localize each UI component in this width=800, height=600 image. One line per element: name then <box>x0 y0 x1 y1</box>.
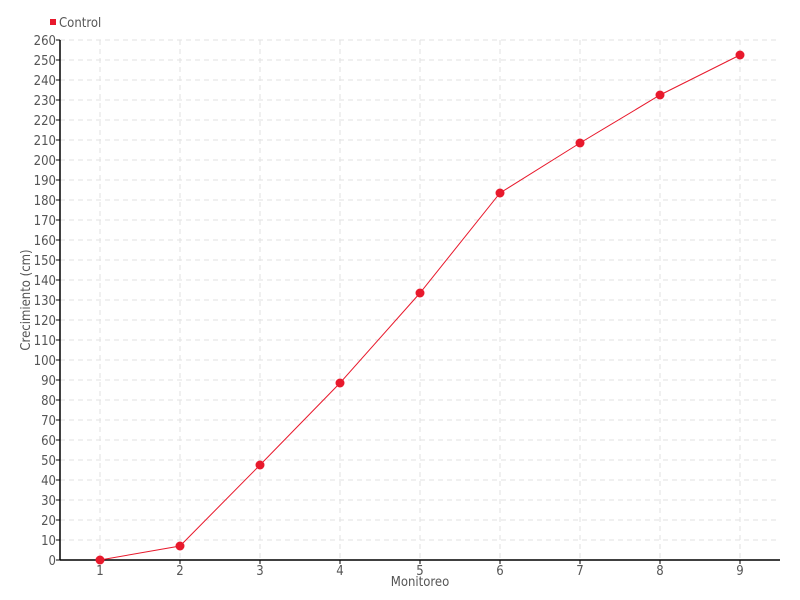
data-point <box>495 188 505 198</box>
grid <box>60 39 780 560</box>
x-tick-label: 1 <box>96 564 103 579</box>
y-tick-label: 90 <box>41 374 56 389</box>
y-tick-label: 80 <box>41 394 56 409</box>
x-tick-label: 6 <box>496 564 503 579</box>
y-tick-label: 100 <box>34 354 56 369</box>
y-tick-label: 200 <box>34 154 56 169</box>
data-point <box>175 541 185 551</box>
y-tick-label: 170 <box>34 214 56 229</box>
y-tick-label: 110 <box>34 334 56 349</box>
legend-label-control: Control <box>59 16 101 31</box>
y-tick-label: 210 <box>34 134 56 149</box>
x-axis-label: Monitoreo <box>391 575 450 590</box>
data-point <box>655 90 665 100</box>
y-tick-label: 180 <box>34 194 56 209</box>
data-point <box>95 555 105 565</box>
data-point <box>255 460 265 470</box>
axes: 0 10 20 30 40 50 60 70 80 90 100 110 120 130 140 150 160… <box>34 34 780 579</box>
y-axis-label: Crecimiento (cm) <box>19 249 34 350</box>
x-tick-label: 9 <box>736 564 743 579</box>
y-tick-label: 240 <box>34 74 56 89</box>
y-tick-label: 220 <box>34 114 56 129</box>
series <box>95 50 745 565</box>
x-tick-label: 7 <box>576 564 583 579</box>
y-tick-label: 250 <box>34 54 56 69</box>
y-tick-label: 70 <box>41 414 56 429</box>
y-tick-label: 190 <box>34 174 56 189</box>
y-tick-label: 0 <box>49 554 56 569</box>
x-tick-label: 2 <box>176 564 183 579</box>
y-tick-label: 30 <box>41 494 56 509</box>
y-tick-label: 260 <box>34 34 56 49</box>
x-tick-label: 8 <box>656 564 663 579</box>
legend: Control <box>50 16 101 31</box>
data-point <box>415 288 425 298</box>
y-tick-label: 230 <box>34 94 56 109</box>
data-point <box>735 50 745 60</box>
x-tick-label: 4 <box>336 564 343 579</box>
y-tick-label: 50 <box>41 454 56 469</box>
legend-swatch-control <box>50 19 56 25</box>
data-point <box>575 138 585 148</box>
y-tick-label: 20 <box>41 514 56 529</box>
y-tick-label: 120 <box>34 314 56 329</box>
y-tick-label: 150 <box>34 254 56 269</box>
y-tick-label: 10 <box>41 534 56 549</box>
x-tick-label: 3 <box>256 564 263 579</box>
data-point <box>335 378 345 388</box>
y-tick-label: 60 <box>41 434 56 449</box>
y-tick-label: 140 <box>34 274 56 289</box>
y-tick-label: 40 <box>41 474 56 489</box>
y-tick-label: 130 <box>34 294 56 309</box>
x-tick-label: 5 <box>416 564 423 579</box>
y-tick-label: 160 <box>34 234 56 249</box>
